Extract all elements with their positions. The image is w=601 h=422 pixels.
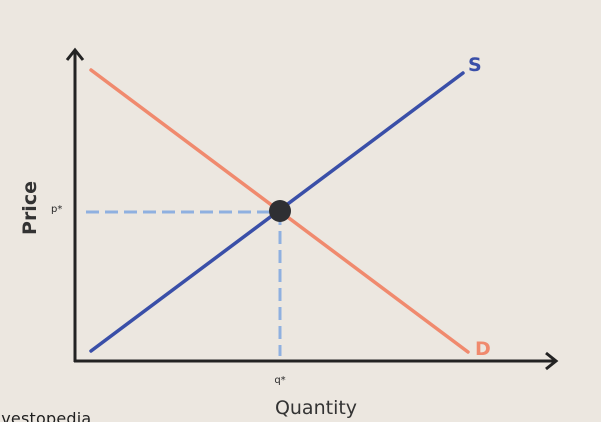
x-axis-arrowhead: [545, 351, 559, 371]
x-axis-title: Quantity: [275, 397, 357, 419]
source-watermark: Investopedia: [0, 409, 92, 422]
y-axis-arrowhead: [65, 47, 85, 61]
y-axis-title: Price: [19, 181, 41, 235]
demand-label: D: [475, 338, 491, 360]
quantity-equilibrium-label: q*: [274, 375, 285, 386]
supply-label: S: [468, 54, 482, 76]
price-equilibrium-label: p*: [51, 204, 62, 215]
equilibrium-point: [269, 200, 291, 222]
